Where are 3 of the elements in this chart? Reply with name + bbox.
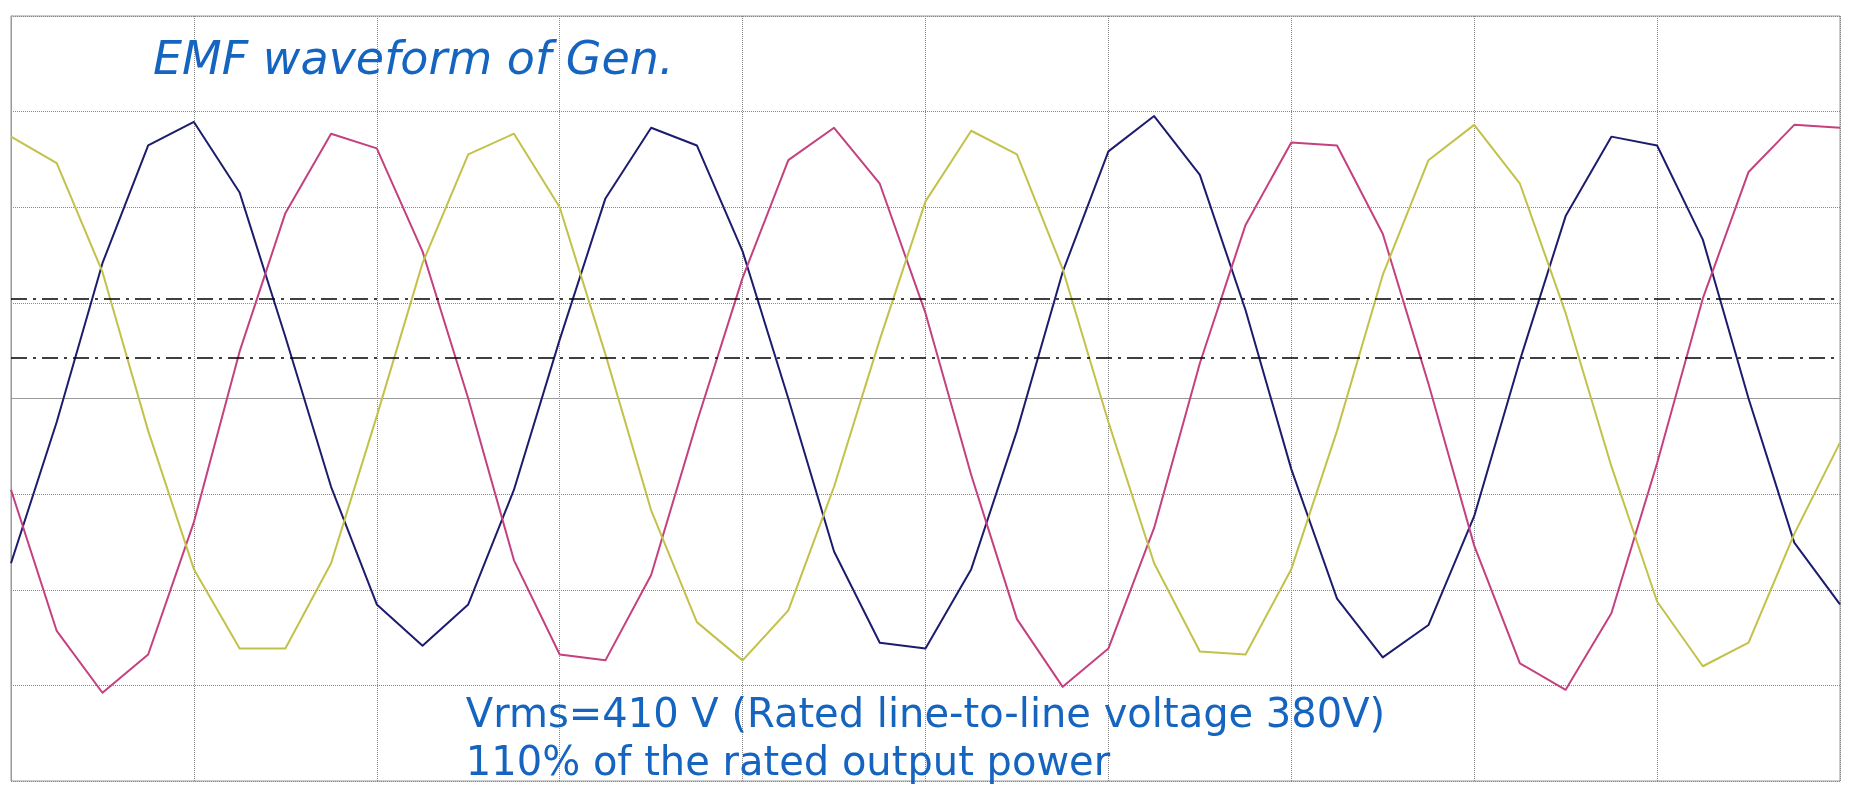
chart-title: EMF waveform of Gen. bbox=[153, 31, 674, 85]
text: 110% of the rated output power bbox=[465, 738, 1111, 784]
annotation: Vrms=410 V (Rated line-to-line voltage 380V) bbox=[465, 690, 1386, 736]
